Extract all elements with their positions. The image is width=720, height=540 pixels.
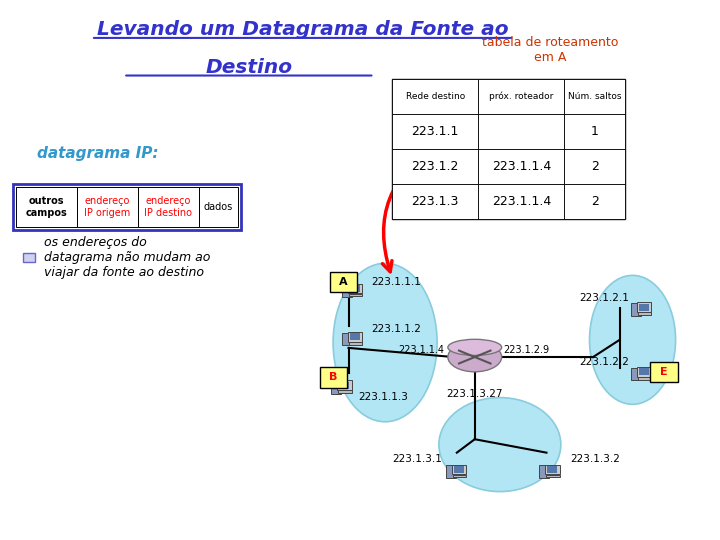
- Ellipse shape: [333, 264, 437, 422]
- FancyBboxPatch shape: [338, 390, 351, 393]
- FancyBboxPatch shape: [639, 368, 649, 375]
- Text: 223.1.3.2: 223.1.3.2: [570, 454, 620, 464]
- Text: datagrama IP:: datagrama IP:: [37, 146, 158, 161]
- FancyBboxPatch shape: [478, 79, 564, 114]
- FancyBboxPatch shape: [138, 187, 199, 227]
- FancyBboxPatch shape: [478, 114, 564, 149]
- Text: 223.1.1.4: 223.1.1.4: [399, 345, 445, 354]
- Text: 223.1.1.4: 223.1.1.4: [492, 195, 551, 208]
- FancyBboxPatch shape: [13, 184, 241, 230]
- FancyBboxPatch shape: [320, 367, 347, 388]
- FancyBboxPatch shape: [338, 380, 351, 390]
- Text: endereço
IP destino: endereço IP destino: [144, 196, 192, 218]
- FancyBboxPatch shape: [199, 187, 238, 227]
- Text: Destino: Destino: [205, 58, 292, 77]
- Text: E: E: [660, 367, 668, 377]
- FancyBboxPatch shape: [350, 285, 360, 292]
- Text: Levando um Datagrama da Fonte ao: Levando um Datagrama da Fonte ao: [96, 20, 508, 39]
- FancyBboxPatch shape: [350, 333, 360, 340]
- Text: 223.1.3: 223.1.3: [412, 195, 459, 208]
- Text: dados: dados: [204, 202, 233, 212]
- Ellipse shape: [448, 339, 502, 355]
- Text: 2: 2: [591, 160, 599, 173]
- FancyBboxPatch shape: [564, 149, 626, 184]
- Ellipse shape: [448, 342, 502, 372]
- Text: 223.1.1.3: 223.1.1.3: [358, 392, 408, 402]
- FancyBboxPatch shape: [454, 466, 464, 473]
- Text: 223.1.2: 223.1.2: [412, 160, 459, 173]
- FancyBboxPatch shape: [564, 79, 626, 114]
- FancyBboxPatch shape: [639, 304, 649, 310]
- FancyBboxPatch shape: [639, 377, 652, 380]
- Text: 223.1.2.1: 223.1.2.1: [579, 293, 629, 303]
- FancyBboxPatch shape: [446, 465, 456, 478]
- FancyBboxPatch shape: [478, 184, 564, 219]
- FancyBboxPatch shape: [392, 79, 478, 114]
- FancyBboxPatch shape: [564, 184, 626, 219]
- FancyBboxPatch shape: [392, 149, 478, 184]
- Ellipse shape: [439, 397, 561, 491]
- FancyBboxPatch shape: [392, 114, 478, 149]
- Text: 223.1.2.2: 223.1.2.2: [579, 357, 629, 367]
- FancyBboxPatch shape: [639, 313, 652, 315]
- FancyBboxPatch shape: [23, 253, 35, 262]
- FancyBboxPatch shape: [631, 303, 642, 316]
- Text: próx. roteador: próx. roteador: [489, 92, 554, 102]
- FancyBboxPatch shape: [637, 367, 652, 376]
- FancyBboxPatch shape: [331, 381, 341, 394]
- Text: 223.1.3.1: 223.1.3.1: [392, 454, 442, 464]
- FancyBboxPatch shape: [650, 362, 678, 382]
- FancyBboxPatch shape: [349, 294, 362, 296]
- FancyBboxPatch shape: [77, 187, 138, 227]
- Text: tabela de roteamento
em A: tabela de roteamento em A: [482, 36, 618, 64]
- Text: 223.1.1.2: 223.1.1.2: [372, 324, 421, 334]
- FancyBboxPatch shape: [478, 149, 564, 184]
- FancyBboxPatch shape: [342, 284, 352, 297]
- Text: 223.1.1: 223.1.1: [412, 125, 459, 138]
- FancyBboxPatch shape: [547, 466, 557, 473]
- Text: 1: 1: [591, 125, 599, 138]
- FancyBboxPatch shape: [392, 79, 626, 219]
- Text: 223.1.1.4: 223.1.1.4: [492, 160, 551, 173]
- Text: A: A: [339, 277, 348, 287]
- Text: endereço
IP origem: endereço IP origem: [84, 196, 130, 218]
- Text: 223.1.2.9: 223.1.2.9: [503, 345, 549, 354]
- FancyBboxPatch shape: [637, 302, 652, 312]
- FancyBboxPatch shape: [452, 464, 467, 474]
- FancyBboxPatch shape: [631, 368, 642, 380]
- FancyBboxPatch shape: [330, 272, 357, 292]
- FancyBboxPatch shape: [349, 342, 362, 345]
- Text: Rede destino: Rede destino: [405, 92, 465, 101]
- Text: 2: 2: [591, 195, 599, 208]
- FancyBboxPatch shape: [546, 475, 559, 477]
- FancyBboxPatch shape: [453, 475, 467, 477]
- FancyBboxPatch shape: [348, 332, 362, 342]
- FancyBboxPatch shape: [339, 382, 349, 388]
- FancyBboxPatch shape: [546, 464, 559, 474]
- FancyBboxPatch shape: [348, 284, 362, 293]
- FancyBboxPatch shape: [342, 333, 352, 346]
- Text: 223.1.3.27: 223.1.3.27: [446, 389, 503, 399]
- Ellipse shape: [590, 275, 675, 404]
- Text: B: B: [329, 373, 338, 382]
- Text: Núm. saltos: Núm. saltos: [568, 92, 621, 101]
- FancyBboxPatch shape: [539, 465, 549, 478]
- Text: os endereços do
datagrama não mudam ao
viajar da fonte ao destino: os endereços do datagrama não mudam ao v…: [45, 235, 211, 279]
- Text: 223.1.1.1: 223.1.1.1: [372, 277, 421, 287]
- FancyBboxPatch shape: [392, 184, 478, 219]
- Text: outros
campos: outros campos: [25, 196, 67, 218]
- FancyBboxPatch shape: [564, 114, 626, 149]
- FancyBboxPatch shape: [16, 187, 77, 227]
